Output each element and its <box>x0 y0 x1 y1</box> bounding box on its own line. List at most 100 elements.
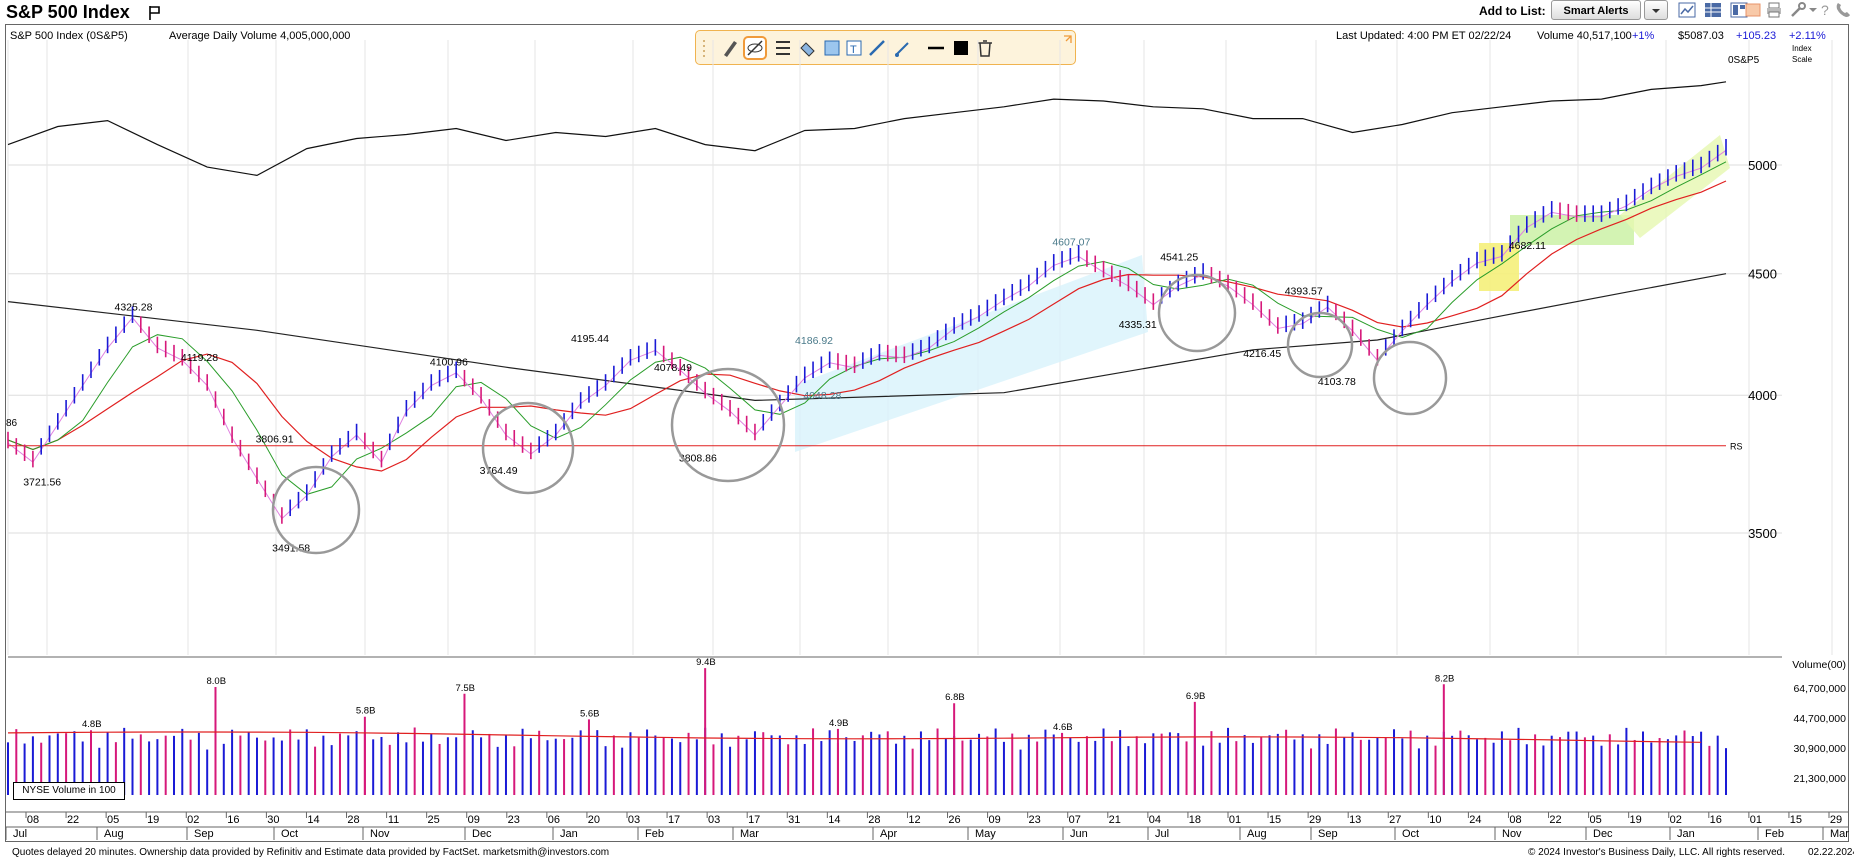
trash-icon[interactable] <box>978 40 992 57</box>
x-day-label: 01 <box>1229 814 1241 826</box>
price-bars <box>7 138 1727 524</box>
y-tick-label: 3500 <box>1748 526 1777 541</box>
x-day-label: 13 <box>1349 814 1361 826</box>
rectangle-icon[interactable] <box>824 40 840 56</box>
flag-icon[interactable] <box>148 5 162 21</box>
x-day-label: 07 <box>1069 814 1081 826</box>
x-day-label: 09 <box>468 814 480 826</box>
x-month-label: Jan <box>560 828 578 840</box>
ma-21-line <box>7 161 1727 495</box>
pen-icon[interactable] <box>724 41 737 57</box>
grid-view-icon[interactable] <box>1704 1 1722 19</box>
price-annotation: 4103.78 <box>1318 376 1356 388</box>
x-month-label: Dec <box>1593 828 1613 840</box>
price-annotation: 4186.92 <box>795 335 833 347</box>
price-annotation: 4335.31 <box>1119 319 1157 331</box>
price-annotation: 4195.44 <box>571 333 609 345</box>
change-pct-label: +2.11% <box>1789 30 1826 42</box>
text-icon[interactable]: T <box>846 40 862 56</box>
volume-label: 4.8B <box>82 719 102 730</box>
rs-line <box>7 81 1727 177</box>
x-day-label: 22 <box>1549 814 1561 826</box>
smart-alerts-button[interactable]: Smart Alerts <box>1551 0 1641 20</box>
rs-level-label: RS <box>1730 442 1743 452</box>
volume-panel: 4.8B 8.0B 5.8B 7.5B 5.6B 9.4B 4.9B 6.8B 4.6B 6.9B… <box>7 657 1846 795</box>
volume-label: 8.2B <box>1435 673 1455 684</box>
page-title: S&P 500 Index <box>6 2 130 22</box>
x-day-label: 08 <box>27 814 39 826</box>
x-month-label: Aug <box>104 828 124 840</box>
base-circle <box>1286 311 1354 379</box>
y-edge-label: 86 <box>6 418 18 429</box>
ma-10-line <box>7 149 1727 520</box>
symbol-label: S&P 500 Index (0S&P5) <box>10 30 128 42</box>
smart-alerts-dropdown[interactable] <box>1644 0 1668 20</box>
ma-50-line <box>7 180 1727 472</box>
x-month-label: Jun <box>1070 828 1088 840</box>
x-day-label: 29 <box>1830 814 1842 826</box>
volume-ma-line <box>7 731 1702 743</box>
volume-label: 6.9B <box>1186 691 1206 702</box>
base-box <box>1510 215 1634 245</box>
price-annotation: 3764.49 <box>480 465 518 477</box>
x-month-label: Jul <box>13 828 27 840</box>
volume-tick-label: 44,700,000 <box>1793 713 1846 725</box>
y-tick-label: 4500 <box>1748 267 1777 282</box>
tools-icon[interactable] <box>1789 1 1807 19</box>
collapse-icon[interactable] <box>1064 35 1072 43</box>
x-day-label: 18 <box>1189 814 1201 826</box>
x-day-label: 15 <box>1790 814 1802 826</box>
list-icon[interactable] <box>776 41 790 55</box>
price-label: $5087.03 <box>1678 30 1724 42</box>
x-day-label: 17 <box>748 814 760 826</box>
hide-drawings-icon[interactable] <box>743 36 767 60</box>
x-day-label: 06 <box>548 814 560 826</box>
x-month-label: Dec <box>472 828 492 840</box>
x-month-label: Oct <box>281 828 298 840</box>
x-day-label: 21 <box>1109 814 1121 826</box>
y-tick-label: 5000 <box>1748 158 1777 173</box>
volume-label: 5.8B <box>356 706 376 717</box>
x-day-label: 23 <box>508 814 520 826</box>
last-updated-label: Last Updated: 4:00 PM ET 02/22/24 <box>1336 30 1512 42</box>
x-day-label: 27 <box>1389 814 1401 826</box>
phone-icon[interactable] <box>1834 1 1852 19</box>
x-day-label: 20 <box>588 814 600 826</box>
x-day-label: 28 <box>868 814 880 826</box>
dropdown-small-icon[interactable] <box>1807 1 1825 19</box>
ma-200-line <box>7 273 1727 402</box>
x-day-label: 19 <box>1630 814 1642 826</box>
x-day-label: 02 <box>187 814 199 826</box>
x-day-label: 03 <box>708 814 720 826</box>
volume-tick-label: 64,700,000 <box>1793 683 1846 695</box>
rs-line-layer: 0S&P5 <box>7 55 1760 177</box>
moving-averages: RS <box>7 149 1743 520</box>
chart-frame <box>5 24 1849 842</box>
print-icon[interactable] <box>1765 1 1783 19</box>
volume-label: Volume 40,517,100 <box>1537 30 1632 42</box>
x-day-label: 03 <box>628 814 640 826</box>
change-label: +105.23 <box>1736 30 1777 42</box>
price-annotation: 4393.57 <box>1285 285 1323 297</box>
brush-icon[interactable] <box>895 42 909 57</box>
price-annotation: 4078.49 <box>654 362 692 374</box>
volume-tick-label: 21,300,000 <box>1793 773 1846 785</box>
x-day-label: 31 <box>788 814 800 826</box>
price-annotation: 4216.45 <box>1243 348 1281 360</box>
volume-label: 5.6B <box>580 708 600 719</box>
highlight-icon[interactable] <box>1744 1 1762 19</box>
drag-handle-icon[interactable] <box>703 40 705 57</box>
add-to-list-label: Add to List: <box>1479 4 1546 18</box>
x-month-label: Feb <box>1765 828 1784 840</box>
index-scale-label-2: Scale <box>1792 55 1813 64</box>
svg-text:?: ? <box>1821 2 1829 18</box>
color-swatch-icon[interactable] <box>954 41 968 55</box>
line-chart-icon[interactable] <box>1678 1 1696 19</box>
help-icon[interactable]: ? <box>1816 1 1834 19</box>
trendline-icon[interactable] <box>869 40 885 56</box>
base-circle <box>670 367 786 483</box>
volume-pct-label: +1% <box>1632 30 1655 42</box>
volume-tick-label: 30,900,000 <box>1793 743 1846 755</box>
base-circle <box>481 401 575 495</box>
fill-icon[interactable] <box>800 42 815 57</box>
